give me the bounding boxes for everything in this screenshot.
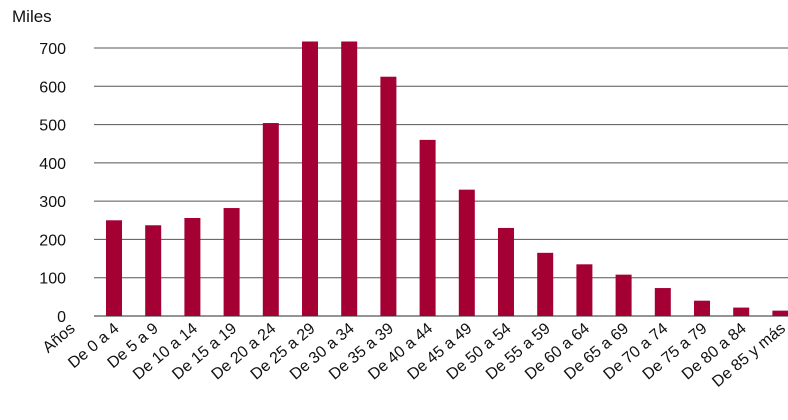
bar: [145, 225, 162, 316]
bar: [576, 264, 593, 316]
y-axis-ticks: 0 100 200 300 400 500 600 700: [39, 41, 66, 326]
bar: [498, 227, 514, 316]
bar: [733, 307, 750, 316]
bar: [654, 288, 671, 316]
y-tick-label: 0: [57, 309, 66, 326]
bar: [694, 300, 710, 316]
bar: [223, 208, 240, 316]
y-tick-label: 500: [39, 118, 66, 135]
bar: [419, 139, 436, 316]
bar: [262, 123, 279, 316]
y-axis-unit-label: Miles: [12, 7, 52, 26]
bar: [184, 217, 201, 316]
y-tick-label: 200: [39, 232, 66, 249]
bars: [106, 41, 788, 317]
y-tick-label: 600: [39, 79, 66, 96]
bar: [380, 76, 397, 316]
y-tick-label: 700: [39, 41, 66, 58]
bar: [537, 252, 554, 316]
bar: [772, 310, 788, 316]
bar: [302, 41, 318, 317]
y-tick-label: 400: [39, 156, 66, 173]
bar: [106, 220, 122, 316]
y-tick-label: 300: [39, 194, 66, 211]
bar: [615, 274, 632, 316]
y-tick-label: 100: [39, 271, 66, 288]
bar: [341, 41, 358, 317]
bar: [458, 189, 475, 316]
gridlines: [94, 47, 788, 317]
